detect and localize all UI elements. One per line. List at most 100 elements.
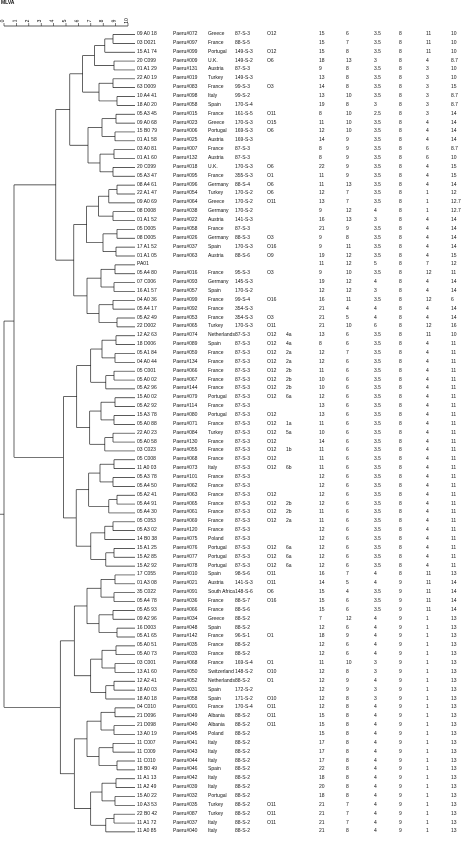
- isolate-cell: 12: [346, 279, 352, 286]
- isolate-cell: O1: [267, 172, 274, 179]
- isolate-cell: 14: [451, 287, 457, 294]
- isolate-cell: 11: [451, 376, 457, 383]
- isolate-cell: 3.5: [374, 155, 381, 162]
- isolate-cell: 12: [346, 261, 352, 268]
- isolate-cell: Italy: [208, 93, 218, 100]
- isolate-row: 15 A1 74 Paeru#099 Portugal 149-S-3 O12 15 8 3.…: [137, 49, 474, 56]
- isolate-row: 11 C009 Paeru#043 Italy 88-S-2 17 8 4 9 1 13: [137, 749, 474, 756]
- isolate-cell: O11: [267, 704, 277, 711]
- isolate-row: 21 D098 Paeru#040 Albania 88-S-2 O11 15 8 4 9 1 13: [137, 722, 474, 729]
- isolate-cell: 13: [346, 217, 352, 224]
- isolate-cell: 21: [319, 810, 325, 817]
- isolate-cell: 3.5: [374, 420, 381, 427]
- isolate-cell: 21: [319, 305, 325, 312]
- isolate-cell: 3.5: [374, 172, 381, 179]
- isolate-cell: 14: [451, 137, 457, 144]
- isolate-cell: 13: [451, 810, 457, 817]
- isolate-cell: 1: [426, 695, 429, 702]
- isolate-cell: Paeru#067: [173, 376, 198, 383]
- isolate-cell: 8: [346, 792, 349, 799]
- isolate-row: 16 A1 57 Paeru#057 Spain 170-S-2 12 12 3 8 4 14: [137, 288, 474, 295]
- isolate-cell: 05 A4 80: [137, 270, 157, 277]
- isolate-cell: 12: [426, 296, 432, 303]
- isolate-cell: O11: [267, 722, 277, 729]
- isolate-cell: 9: [399, 819, 402, 826]
- isolate-cell: 8: [346, 234, 349, 241]
- isolate-cell: France: [208, 642, 224, 649]
- isolate-cell: 8: [399, 349, 402, 356]
- isolate-cell: 9: [399, 730, 402, 737]
- isolate-cell: 4: [426, 128, 429, 135]
- isolate-cell: 4: [374, 642, 377, 649]
- isolate-cell: 15: [319, 713, 325, 720]
- isolate-cell: 11: [451, 420, 457, 427]
- isolate-cell: 149-S-3: [235, 75, 253, 82]
- isolate-cell: 14: [451, 598, 457, 605]
- isolate-cell: 88-S-2: [235, 651, 251, 658]
- isolate-cell: 14: [319, 580, 325, 587]
- isolate-cell: 12: [319, 482, 325, 489]
- isolate-row: 15 A2 85 Paeru#077 Portugal 87-S-3 O12 6a 12 6 3…: [137, 554, 474, 561]
- isolate-cell: Germany: [208, 208, 229, 215]
- isolate-cell: 13: [451, 784, 457, 791]
- isolate-cell: 88-S-2: [235, 624, 251, 631]
- isolate-cell: 13: [319, 332, 325, 339]
- isolate-cell: 87-S-3: [235, 367, 251, 374]
- isolate-cell: France: [208, 491, 224, 498]
- isolate-row: 01 A1 05 Paeru#063 Austria 88-S-6 O9 19 12 3.5 8…: [137, 253, 474, 260]
- isolate-cell: 3.5: [374, 553, 381, 560]
- isolate-cell: 17: [319, 739, 325, 746]
- isolate-cell: 15: [319, 39, 325, 46]
- isolate-cell: France: [208, 225, 224, 232]
- isolate-cell: 11: [451, 270, 457, 277]
- isolate-cell: 14: [451, 314, 457, 321]
- isolate-cell: 1: [426, 784, 429, 791]
- isolate-cell: 1: [426, 704, 429, 711]
- isolate-cell: 3.5: [374, 332, 381, 339]
- isolate-cell: France: [208, 420, 224, 427]
- isolate-cell: 3: [426, 84, 429, 91]
- isolate-cell: O12: [267, 48, 277, 55]
- isolate-cell: 8: [399, 48, 402, 55]
- isolate-cell: 16: [319, 571, 325, 578]
- isolate-cell: 99-S-2: [235, 93, 251, 100]
- isolate-cell: 3: [426, 66, 429, 73]
- isolate-cell: Paeru#033: [173, 651, 198, 658]
- isolate-cell: 11: [451, 341, 457, 348]
- isolate-cell: Paeru#043: [173, 748, 198, 755]
- isolate-cell: 16: [451, 323, 457, 330]
- isolate-cell: Spain: [208, 695, 221, 702]
- isolate-cell: 8: [399, 287, 402, 294]
- isolate-cell: 4: [374, 819, 377, 826]
- isolate-row: 13 A1 60 Paeru#050 Switzerland 148-S-2 O10 12…: [137, 669, 474, 676]
- isolate-row: 05 A3 02 Paeru#120 France 87-S-3 12 6 3.5 8 4 11: [137, 527, 474, 534]
- isolate-cell: 9: [399, 792, 402, 799]
- isolate-cell: 172-S-2: [235, 686, 253, 693]
- isolate-cell: 87-S-3: [235, 66, 251, 73]
- isolate-cell: 6: [346, 624, 349, 631]
- isolate-cell: 161-S-5: [235, 110, 253, 117]
- isolate-cell: 8: [346, 75, 349, 82]
- isolate-cell: 4: [374, 766, 377, 773]
- isolate-cell: 3.5: [374, 225, 381, 232]
- isolate-cell: 8: [399, 553, 402, 560]
- isolate-cell: 8: [399, 181, 402, 188]
- isolate-cell: Paeru#076: [173, 544, 198, 551]
- isolate-cell: 11: [426, 31, 432, 37]
- isolate-cell: 14: [451, 128, 457, 135]
- isolate-cell: 04 A0 44: [137, 358, 157, 365]
- isolate-cell: 11: [426, 39, 432, 46]
- isolate-cell: 15 A0 22: [137, 792, 157, 799]
- isolate-cell: 87-S-3: [235, 456, 251, 463]
- isolate-row: 14 B0 38 Paeru#075 Poland 87-S-3 12 6 3.5 8 4 11: [137, 536, 474, 543]
- isolate-cell: 6: [346, 553, 349, 560]
- isolate-cell: 1: [426, 775, 429, 782]
- isolate-cell: Paeru#134: [173, 358, 198, 365]
- isolate-cell: Paeru#084: [173, 429, 198, 436]
- isolate-cell: 99-S-3: [235, 84, 251, 91]
- isolate-cell: 3.5: [374, 598, 381, 605]
- isolate-cell: Turkey: [208, 190, 224, 197]
- isolate-cell: 8: [399, 75, 402, 82]
- isolate-cell: 18: [319, 792, 325, 799]
- isolate-cell: 96-S-1: [235, 633, 251, 640]
